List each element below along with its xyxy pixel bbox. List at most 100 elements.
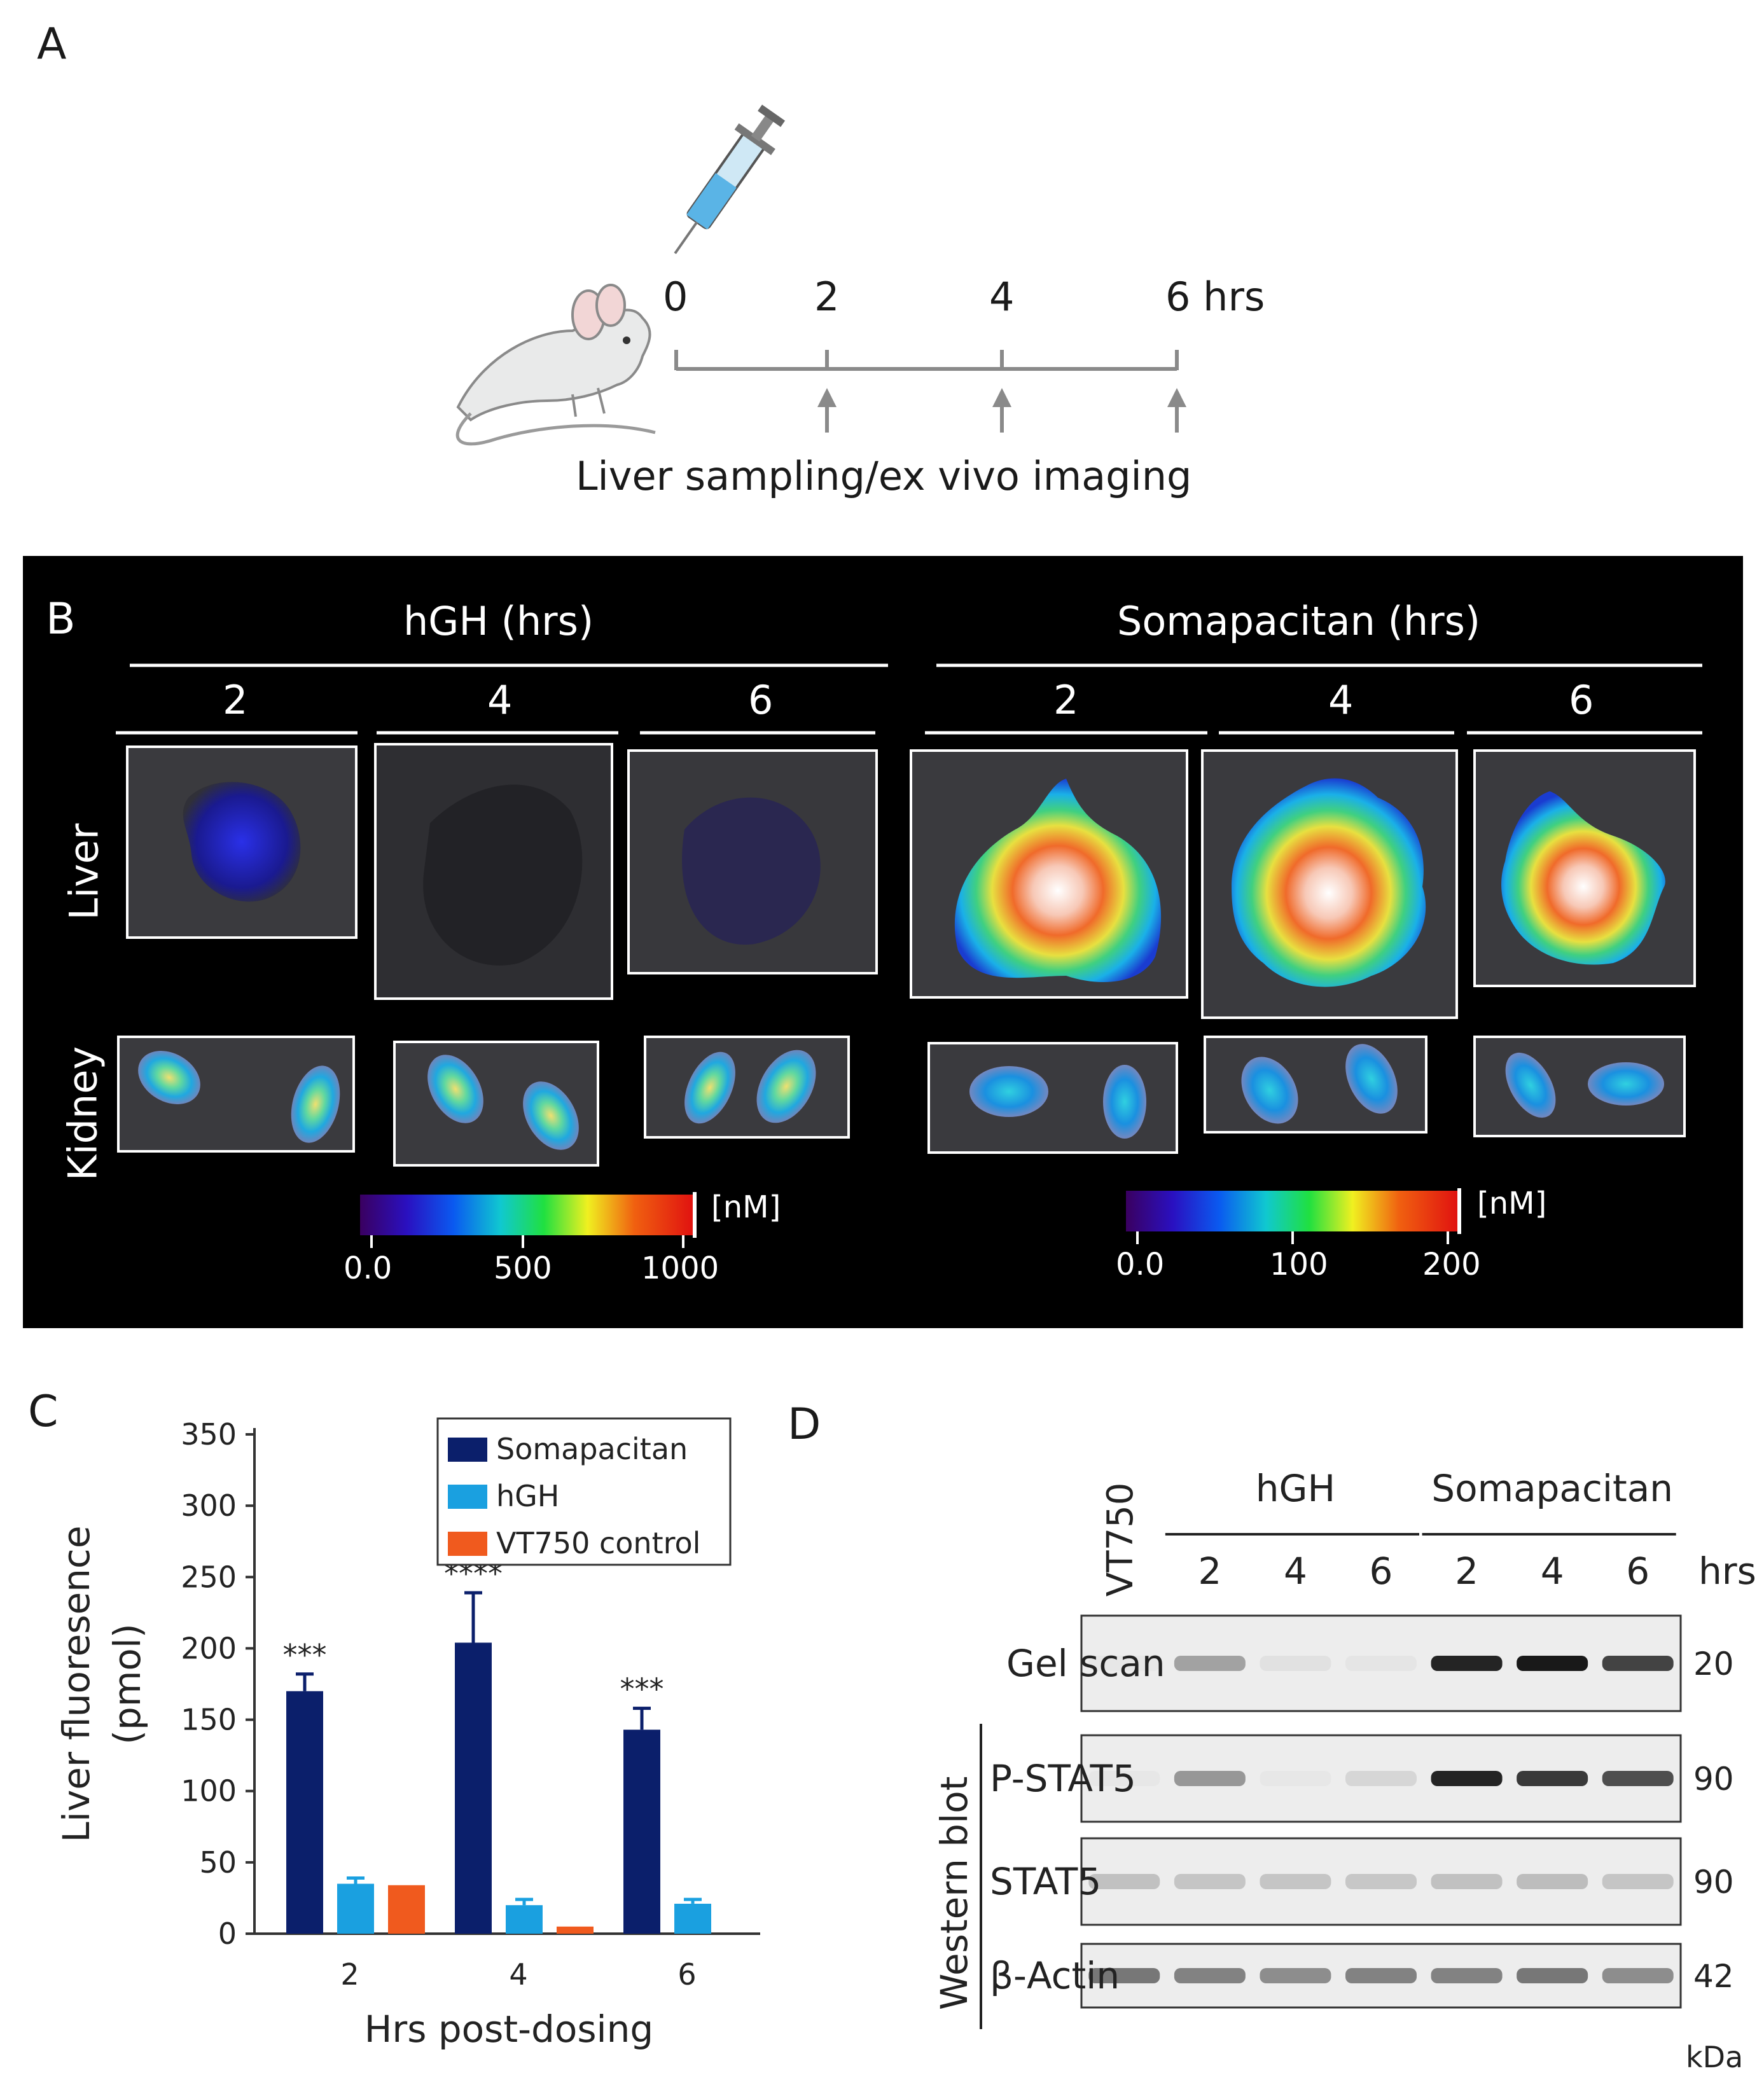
- hrs-label: hrs: [1698, 1550, 1756, 1593]
- time-label-hgh-2: 2: [223, 677, 248, 723]
- group-label-somapacitan: Somapacitan (hrs): [1117, 598, 1481, 644]
- blot-band: [1431, 1771, 1503, 1786]
- colorbar-soma-unit: [nM]: [1477, 1186, 1547, 1221]
- kidney-hgh-4h-image: [393, 1041, 599, 1167]
- liver-hgh-4h-image: [374, 743, 613, 1000]
- legend-label: hGH: [496, 1479, 559, 1513]
- bar-hgh-2: [337, 1883, 374, 1934]
- timeline-tick-6: 6 hrs: [1165, 274, 1265, 320]
- y-axis-label: Liver fluoresence: [55, 1526, 98, 1843]
- legend-swatch: [448, 1532, 487, 1556]
- kidney-hgh-6h-image: [644, 1036, 850, 1139]
- blot-band: [1431, 1874, 1503, 1889]
- blot-band: [1602, 1968, 1674, 1983]
- lane-time-label: 6: [1370, 1550, 1393, 1593]
- timeline-tick-2: 2: [814, 274, 840, 320]
- blot-row-label: β-Actin: [990, 1954, 1120, 1997]
- time-label-soma-2: 2: [1053, 677, 1079, 723]
- y-tick-label: 350: [181, 1417, 237, 1452]
- liver-soma-2h-image: [910, 749, 1188, 999]
- western-blot-label: Western blot: [933, 1777, 976, 2010]
- kda-unit-label: kDa: [1686, 2040, 1743, 2074]
- blot-band: [1602, 1771, 1674, 1786]
- liver-soma-6h-image: [1473, 749, 1696, 987]
- colorbar-hgh-tick-2: 1000: [641, 1251, 719, 1286]
- colorbar-soma-tick-1: 100: [1270, 1247, 1328, 1282]
- liver-hgh-6h-image: [627, 749, 878, 974]
- syringe-icon: [674, 104, 786, 254]
- blot-band: [1517, 1874, 1588, 1889]
- colorbar-soma-tick-0: 0.0: [1116, 1247, 1165, 1282]
- bar-somapacitan-4: [455, 1642, 492, 1934]
- lane-time-label: 4: [1284, 1550, 1307, 1593]
- lane-time-label: 2: [1198, 1550, 1221, 1593]
- blot-row-label: Gel scan: [1006, 1642, 1165, 1685]
- blot-band: [1431, 1656, 1503, 1671]
- significance-label: ***: [620, 1672, 664, 1707]
- y-axis-label-unit: (pmol): [106, 1623, 149, 1744]
- panel-a-letter: A: [37, 19, 67, 69]
- blot-band: [1174, 1968, 1246, 1983]
- y-tick-label: 150: [181, 1703, 237, 1737]
- lane-label-vt750: VT750: [1100, 1483, 1141, 1597]
- blot-band: [1174, 1771, 1246, 1786]
- kda-label: 42: [1693, 1958, 1734, 1995]
- legend-swatch: [448, 1485, 487, 1509]
- y-tick-label: 100: [181, 1774, 237, 1808]
- bar-hgh-6: [674, 1903, 711, 1934]
- blot-band: [1088, 1968, 1160, 1983]
- liver-hgh-2h-image: [126, 745, 358, 939]
- bar-vt750-control-4: [557, 1926, 594, 1934]
- western-blot-figure: VT750 hGH Somapacitan 2 4 6 2 4 6 hrs Gel scan 20 P-…: [933, 1467, 1756, 2074]
- panel-a-diagram: [455, 104, 1186, 446]
- blot-row-label: STAT5: [990, 1860, 1101, 1903]
- y-tick-label: 300: [181, 1488, 237, 1523]
- timeline-caption: Liver sampling/ex vivo imaging: [576, 453, 1192, 499]
- bar-hgh-4: [506, 1905, 543, 1934]
- legend-label: Somapacitan: [496, 1432, 688, 1466]
- legend-swatch: [448, 1438, 487, 1462]
- kda-label: 90: [1693, 1864, 1734, 1901]
- time-label-soma-6: 6: [1569, 677, 1594, 723]
- blot-band: [1088, 1771, 1160, 1786]
- lane-time-label: 6: [1626, 1550, 1649, 1593]
- blot-band: [1174, 1656, 1246, 1671]
- blot-band: [1260, 1656, 1331, 1671]
- panel-b: B hGH (hrs) Somapacitan (hrs) 2 4 6 2 4 …: [23, 556, 1743, 1328]
- colorbar-soma-tick-2: 200: [1422, 1247, 1481, 1282]
- legend-label: VT750 control: [496, 1526, 700, 1560]
- blot-band: [1602, 1874, 1674, 1889]
- panel-b-letter: B: [46, 594, 76, 644]
- y-tick-label: 0: [218, 1917, 237, 1951]
- kidney-soma-2h-image: [927, 1042, 1178, 1154]
- kidney-soma-4h-image: [1204, 1036, 1427, 1134]
- blot-band: [1602, 1656, 1674, 1671]
- row-label-liver: Liver: [60, 823, 108, 920]
- blot-band: [1517, 1656, 1588, 1671]
- blot-band: [1345, 1771, 1417, 1786]
- time-label-hgh-4: 4: [487, 677, 513, 723]
- group-label-somapacitan: Somapacitan: [1431, 1467, 1673, 1510]
- bar-somapacitan-2: [286, 1691, 323, 1934]
- arrow-up-icon: [817, 388, 1186, 433]
- x-tick-label: 6: [677, 1957, 696, 1992]
- kidney-soma-6h-image: [1473, 1036, 1686, 1137]
- colorbar-hgh-unit: [nM]: [711, 1189, 781, 1225]
- panel-d-letter: D: [788, 1399, 821, 1450]
- row-label-kidney: Kidney: [59, 1046, 106, 1181]
- blot-band: [1517, 1968, 1588, 1983]
- blot-band: [1260, 1968, 1331, 1983]
- time-label-soma-4: 4: [1328, 677, 1354, 723]
- group-label-hgh: hGH (hrs): [403, 598, 594, 644]
- timeline-tick-4: 4: [989, 274, 1015, 320]
- panel-c-letter: C: [28, 1387, 59, 1437]
- x-tick-label: 2: [340, 1957, 359, 1992]
- kda-label: 90: [1693, 1761, 1734, 1798]
- mouse-icon: [455, 284, 656, 446]
- colorbar-hgh-tick-1: 500: [494, 1251, 552, 1286]
- group-label-hgh: hGH: [1256, 1467, 1335, 1510]
- lane-time-label: 2: [1455, 1550, 1478, 1593]
- blot-band: [1345, 1968, 1417, 1983]
- blot-band: [1174, 1874, 1246, 1889]
- bar-vt750-control-2: [388, 1885, 425, 1934]
